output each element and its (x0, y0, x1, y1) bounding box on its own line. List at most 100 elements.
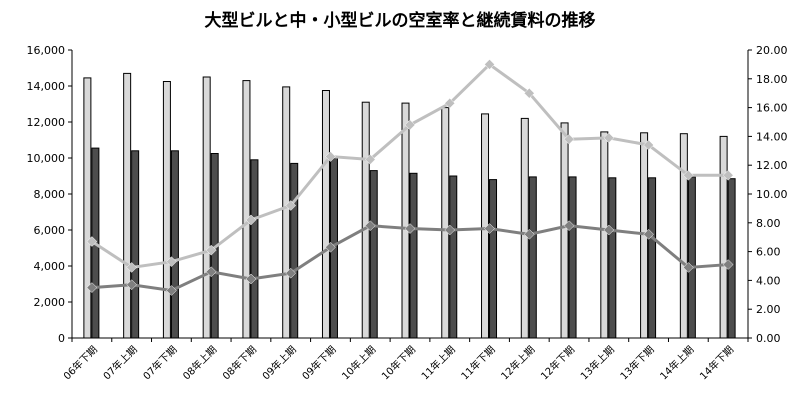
bar (727, 178, 736, 339)
x-tick-label: 06年下期 (61, 343, 100, 382)
y-left-tick-label: 14,000 (27, 80, 66, 93)
line-point-marker (364, 220, 376, 232)
line-point-marker (325, 241, 336, 253)
bars (83, 72, 736, 339)
bar (321, 90, 330, 339)
y-left-tick-label: 4,000 (34, 260, 66, 273)
y-right-tick-label: 12.00 (756, 159, 788, 172)
line-point-marker (364, 154, 376, 165)
bar (170, 150, 179, 339)
line-point-marker (484, 59, 495, 70)
line-point-marker (444, 97, 456, 109)
bar (441, 107, 450, 339)
x-tick-label: 10年下期 (379, 343, 418, 382)
bar (520, 117, 529, 339)
x-tick-label: 08年上期 (180, 343, 219, 382)
bar (719, 135, 728, 339)
y-left-tick-label: 2,000 (34, 296, 66, 309)
bar (162, 81, 171, 339)
x-tick-label: 09年上期 (259, 343, 298, 382)
line-point-marker (245, 273, 257, 285)
y-left-tick-label: 0 (58, 332, 65, 345)
bar (528, 176, 537, 339)
line-point-marker (523, 87, 535, 99)
line-point-marker (166, 256, 177, 268)
line-point-marker (484, 223, 495, 234)
x-tick-label: 11年下期 (458, 343, 497, 382)
line-point-marker (444, 224, 456, 236)
x-tick-label: 12年下期 (538, 343, 577, 382)
line-point-marker (86, 236, 98, 247)
y-right-tick-label: 14.00 (756, 130, 788, 143)
bar (290, 162, 299, 339)
bar (250, 159, 259, 339)
line-point-marker (126, 262, 138, 273)
line-point-marker (722, 259, 734, 270)
line-point-marker (285, 267, 297, 279)
x-tick-label: 09年下期 (299, 343, 338, 382)
y-left-tick-label: 8,000 (34, 188, 66, 201)
bar (369, 170, 378, 339)
line-point-marker (166, 285, 177, 296)
y-right-tick-label: 18.00 (756, 73, 788, 86)
bar (489, 179, 498, 339)
line-point-marker (722, 169, 734, 181)
y-right-tick-label: 2.00 (756, 303, 781, 316)
bar (568, 176, 577, 339)
bar (401, 102, 410, 339)
bar (282, 86, 291, 339)
x-tick-label: 10年上期 (339, 343, 378, 382)
bar (560, 122, 569, 339)
x-tick-label: 07年下期 (140, 343, 179, 382)
line-point-marker (245, 214, 257, 226)
y-right-tick-label: 10.00 (756, 188, 788, 201)
line-point-marker (643, 139, 654, 151)
bar (679, 133, 688, 339)
bar (648, 177, 657, 339)
line-point-marker (603, 224, 615, 236)
line-point-marker (682, 262, 694, 273)
line-point-marker (404, 119, 416, 131)
line-point-marker (325, 151, 336, 162)
line-point-marker (205, 266, 217, 278)
bar (131, 150, 140, 339)
y-left-tick-label: 16,000 (27, 44, 66, 57)
x-tick-label: 12年上期 (498, 343, 537, 382)
bar (202, 76, 211, 339)
bar (409, 172, 418, 339)
y-right-tick-label: 20.00 (756, 44, 788, 57)
line-point-marker (563, 220, 575, 232)
x-tick-label: 14年上期 (657, 343, 696, 382)
y-right-tick-label: 16.00 (756, 102, 788, 115)
y-right-tick-label: 4.00 (756, 274, 781, 287)
bar (361, 101, 370, 339)
y-right-tick-label: 8.00 (756, 217, 781, 230)
bar (449, 175, 458, 339)
x-tick-label: 11年上期 (418, 343, 457, 382)
line-point-marker (563, 133, 575, 145)
y-left-tick-label: 12,000 (27, 116, 66, 129)
line-point-marker (603, 132, 615, 144)
bar (608, 177, 617, 339)
x-tick-label: 08年下期 (220, 343, 259, 382)
x-tick-label: 13年下期 (617, 343, 656, 382)
line-point-marker (86, 282, 98, 293)
x-tick-label: 07年上期 (100, 343, 139, 382)
line-point-marker (682, 169, 694, 181)
x-tick-label: 13年上期 (578, 343, 617, 382)
y-right-tick-label: 0.00 (756, 332, 781, 345)
bar (600, 131, 609, 339)
bar (83, 77, 92, 339)
x-tick-label: 14年下期 (697, 343, 736, 382)
line-point-marker (404, 223, 416, 234)
line-point-marker (285, 200, 297, 211)
chart-title: 大型ビルと中・小型ビルの空室率と継続賃料の推移 (204, 11, 596, 31)
bar (687, 176, 696, 339)
bar (242, 80, 251, 339)
y-left-tick-label: 6,000 (34, 224, 66, 237)
line-point-marker (523, 228, 535, 240)
lines (86, 59, 734, 296)
bar (123, 72, 132, 339)
y-left-tick-label: 10,000 (27, 152, 66, 165)
